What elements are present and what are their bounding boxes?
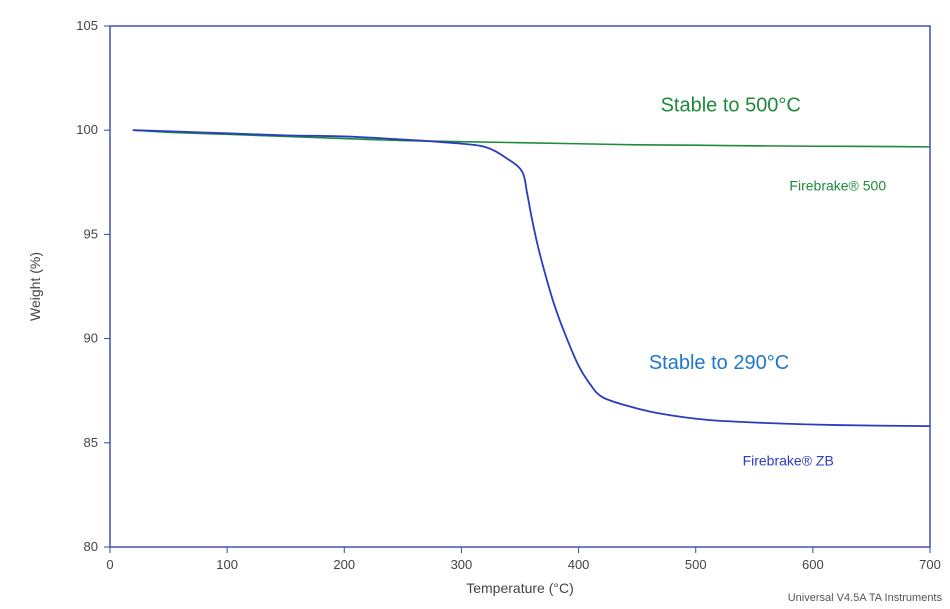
y-tick-label: 80 [84,539,98,554]
x-tick-label: 200 [333,557,355,572]
y-axis-label: Weight (%) [27,252,43,321]
x-tick-label: 400 [568,557,590,572]
x-axis-label: Temperature (°C) [466,580,574,596]
x-tick-label: 700 [919,557,941,572]
y-tick-label: 95 [84,226,98,241]
annotation-firebrake-zb: Stable to 290°C [649,352,789,374]
x-tick-label: 500 [685,557,707,572]
y-tick-label: 100 [76,122,98,137]
y-tick-label: 105 [76,18,98,33]
attribution-text: Universal V4.5A TA Instruments [788,592,943,604]
y-tick-label: 85 [84,435,98,450]
chart-container: 0 100 200 300 400 500 600 700 80 85 90 95 100 105 Temp… [0,0,950,609]
tga-chart: 0 100 200 300 400 500 600 700 80 85 90 95 100 105 Temp… [0,0,950,609]
x-tick-label: 300 [451,557,473,572]
y-tick-label: 90 [84,331,98,346]
series-label-firebrake-zb: Firebrake® ZB [743,453,834,469]
x-tick-label: 600 [802,557,824,572]
series-label-firebrake-500: Firebrake® 500 [789,178,886,194]
annotation-firebrake-500: Stable to 500°C [661,94,801,116]
x-tick-label: 0 [106,557,113,572]
x-tick-label: 100 [216,557,238,572]
